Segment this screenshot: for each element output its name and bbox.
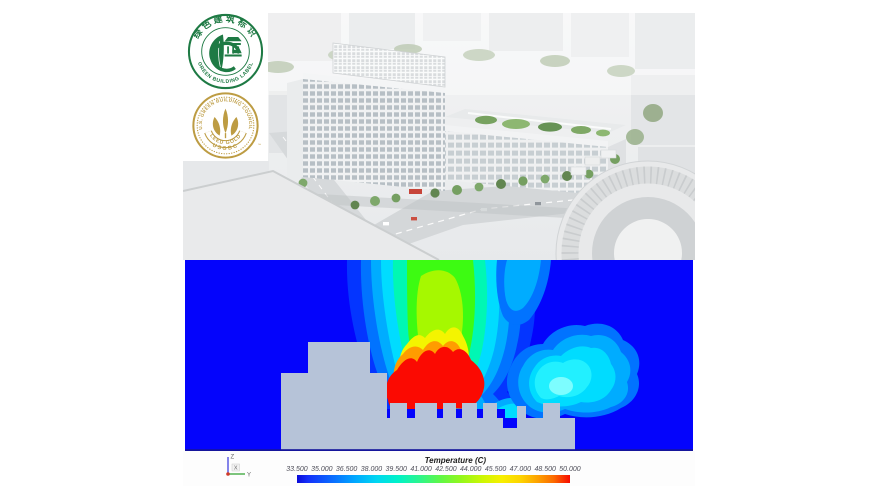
cfd-temperature-contour — [185, 260, 693, 451]
leed-gold-icon: U.S. GREEN BUILDING COUNCIL LEED GOLD US… — [192, 92, 261, 159]
warm-air-pocket — [506, 323, 640, 419]
tick-label: 38.000 — [360, 466, 383, 473]
tick-label: 44.000 — [460, 466, 482, 473]
green-building-label-icon: 绿色建筑标识 GREEN BUILDING LABEL — [187, 13, 264, 90]
thermal-plume — [346, 260, 536, 418]
oak-leaves-emblem — [212, 108, 239, 139]
tick-label: 42.500 — [435, 466, 457, 473]
building-silhouette — [281, 342, 575, 451]
ground-line — [185, 449, 693, 451]
tick-label: 39.500 — [385, 466, 407, 473]
foreground-rooftop — [183, 169, 440, 260]
svg-text:USGBC: USGBC — [211, 143, 240, 152]
tick-label: 45.500 — [484, 466, 507, 473]
temperature-legend: Temperature (C) 33.500 35.000 36.500 38.… — [286, 451, 581, 486]
photo-tint — [183, 13, 695, 260]
trademark-symbol: ™ — [258, 143, 261, 147]
tick-label: 47.000 — [509, 466, 532, 473]
tick-label: 41.000 — [410, 466, 432, 473]
legend-strip: Z X Y Temperature (C) 33.500 35.000 36.5… — [183, 451, 695, 486]
warm-air-wisp — [496, 260, 551, 325]
entrance-canopy — [409, 189, 422, 194]
tick-label: 33.500 — [286, 466, 308, 473]
tick-label: 36.500 — [335, 466, 358, 473]
circular-building — [555, 149, 695, 260]
tick-label: 35.000 — [311, 466, 333, 473]
cfd-contour-graphic — [185, 260, 693, 451]
tick-label: 50.000 — [559, 466, 581, 473]
legend-title: Temperature (C) — [424, 456, 487, 465]
aerial-rendering-graphic — [183, 13, 695, 260]
axis-x-label: X — [234, 466, 238, 472]
leed-gold-badge: U.S. GREEN BUILDING COUNCIL LEED GOLD US… — [183, 90, 268, 161]
axis-y-label: Y — [247, 473, 251, 479]
colorbar — [297, 475, 570, 483]
building-shadow — [301, 193, 619, 221]
rooftop-garden — [467, 112, 612, 137]
axis-z-label: Z — [231, 455, 235, 461]
hot-plume-core — [385, 346, 485, 413]
usgbc-bottom-text: USGBC — [211, 143, 238, 152]
aerial-rendering-photo: 绿色建筑标识 GREEN BUILDING LABEL — [183, 13, 695, 260]
figure-content: 绿色建筑标识 GREEN BUILDING LABEL — [183, 13, 695, 486]
axis-triad-icon: Z X Y — [226, 455, 251, 479]
green-building-label-badge: 绿色建筑标识 GREEN BUILDING LABEL — [183, 13, 268, 90]
tick-label: 48.500 — [534, 466, 556, 473]
leaf-and-pavilion-emblem — [209, 34, 242, 73]
tower-facade — [303, 79, 445, 191]
certification-badges: 绿色建筑标识 GREEN BUILDING LABEL — [183, 13, 268, 161]
tower-roof-lattice — [332, 42, 446, 88]
legend-tick-labels: 33.500 35.000 36.500 38.000 39.500 41.00… — [286, 466, 580, 474]
